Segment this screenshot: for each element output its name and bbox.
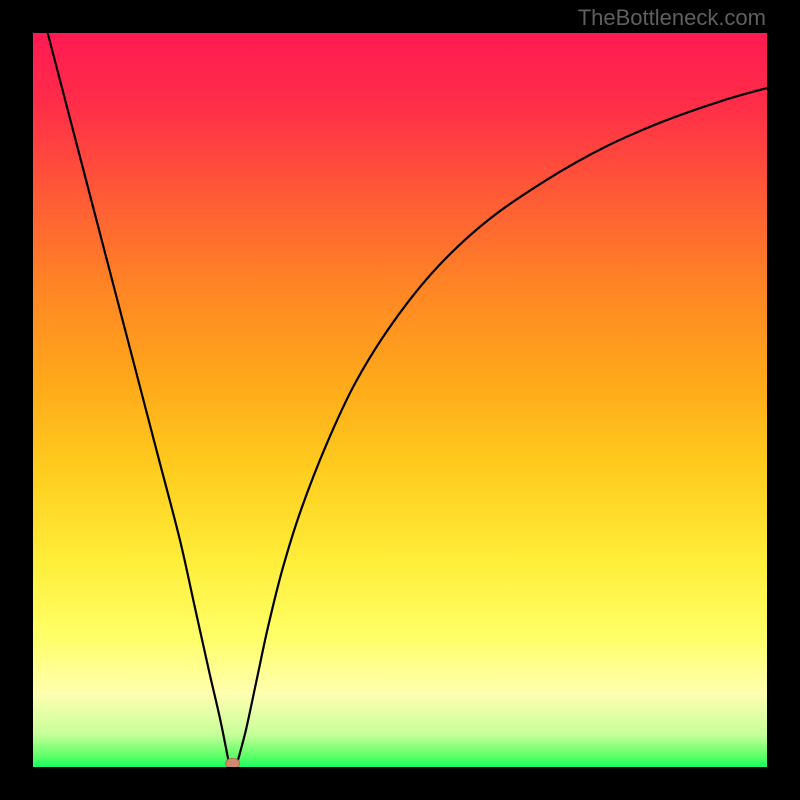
curve-right (237, 88, 767, 763)
optimal-point-marker (226, 758, 240, 767)
watermark-text: TheBottleneck.com (578, 5, 766, 31)
chart-curves (33, 33, 767, 767)
curve-left (48, 33, 229, 763)
plot-area (33, 33, 767, 767)
